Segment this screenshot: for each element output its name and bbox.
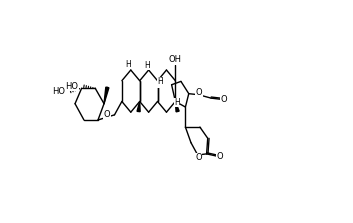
Text: H: H bbox=[157, 78, 163, 87]
Text: H: H bbox=[145, 61, 150, 70]
Polygon shape bbox=[175, 101, 179, 112]
Text: Ḧ: Ḧ bbox=[157, 77, 163, 86]
Text: HO: HO bbox=[52, 87, 65, 96]
Text: O: O bbox=[220, 95, 227, 104]
Text: H: H bbox=[174, 98, 180, 107]
Text: HO: HO bbox=[65, 82, 78, 91]
Text: H: H bbox=[126, 60, 131, 69]
Polygon shape bbox=[104, 87, 109, 104]
Text: O: O bbox=[196, 88, 202, 97]
Text: O: O bbox=[195, 153, 202, 162]
Polygon shape bbox=[137, 101, 140, 112]
Text: O: O bbox=[216, 152, 223, 161]
Text: OH: OH bbox=[169, 55, 182, 64]
Text: O: O bbox=[104, 110, 110, 119]
